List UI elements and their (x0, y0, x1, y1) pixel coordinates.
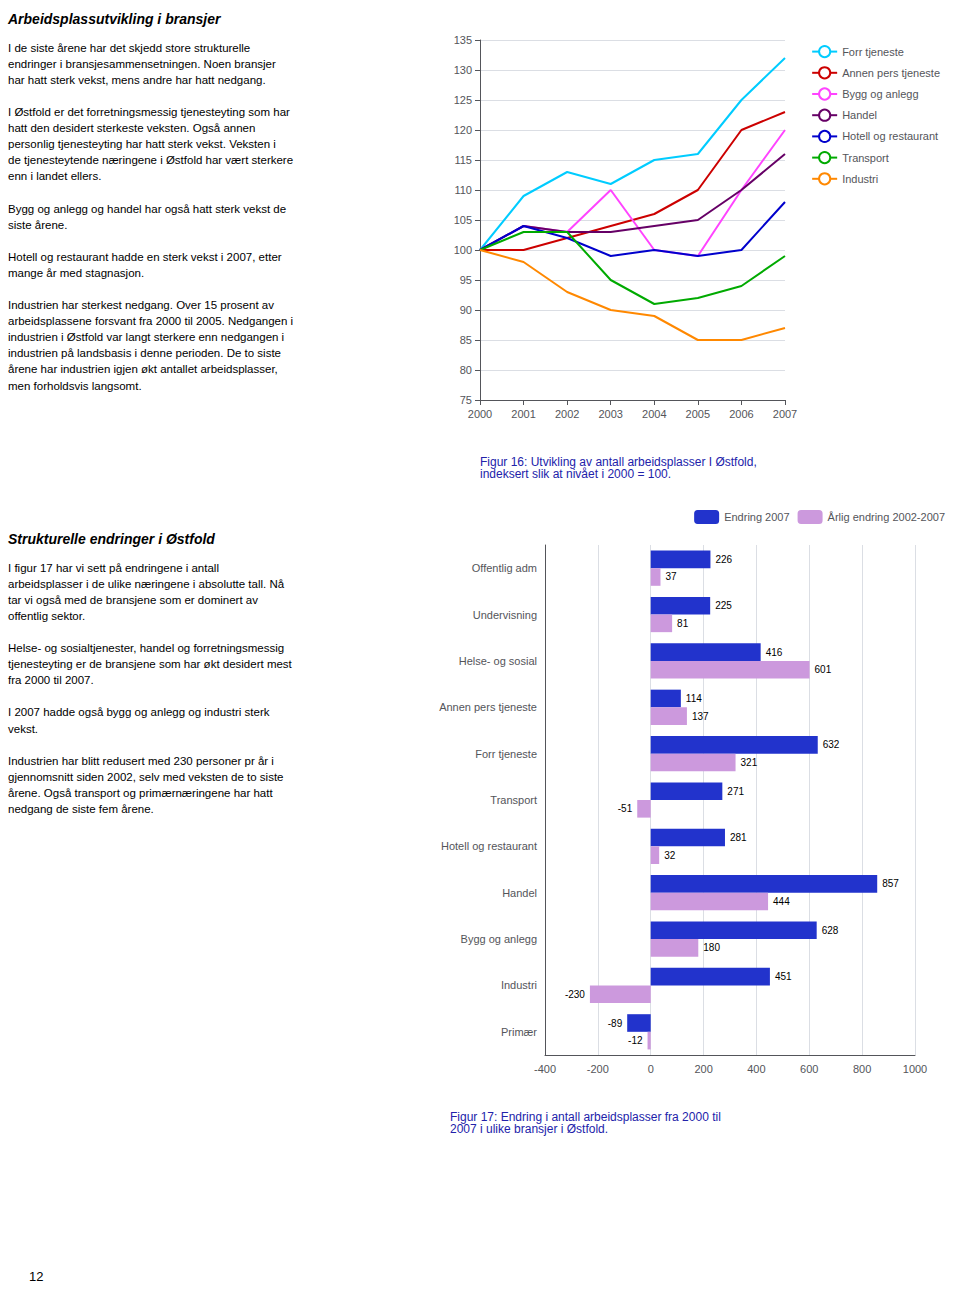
svg-text:-12: -12 (628, 1035, 643, 1046)
svg-text:Undervisning: Undervisning (473, 609, 537, 621)
svg-text:Hotell og restaurant: Hotell og restaurant (441, 840, 537, 852)
svg-text:37: 37 (665, 571, 677, 582)
svg-text:225: 225 (715, 600, 732, 611)
svg-text:Forr tjeneste: Forr tjeneste (842, 46, 904, 58)
svg-text:628: 628 (822, 925, 839, 936)
svg-text:110: 110 (454, 184, 472, 196)
svg-text:200: 200 (694, 1063, 712, 1075)
svg-text:Transport: Transport (490, 794, 537, 806)
svg-text:130: 130 (454, 64, 472, 76)
svg-text:-89: -89 (608, 1018, 623, 1029)
svg-text:95: 95 (460, 274, 472, 286)
svg-text:180: 180 (703, 942, 720, 953)
svg-text:601: 601 (815, 664, 832, 675)
html-text:I figur 17 har vi sett på endr: I figur 17 har vi sett på endringene i a… (8, 561, 292, 815)
svg-text:800: 800 (853, 1063, 871, 1075)
svg-text:321: 321 (741, 757, 758, 768)
svg-text:80: 80 (460, 364, 472, 376)
svg-text:75: 75 (460, 394, 472, 406)
html-text:I de siste årene har det skjed: I de siste årene har det skjedd store st… (8, 41, 294, 392)
svg-text:-200: -200 (587, 1063, 609, 1075)
svg-text:416: 416 (766, 647, 783, 658)
svg-text:Årlig endring 2002-2007: Årlig endring 2002-2007 (828, 511, 945, 523)
svg-text:2005: 2005 (686, 408, 710, 420)
svg-text:Endring 2007: Endring 2007 (724, 511, 789, 523)
svg-text:Forr tjeneste: Forr tjeneste (475, 748, 537, 760)
svg-text:-51: -51 (618, 803, 633, 814)
svg-text:Helse- og sosial: Helse- og sosial (459, 655, 537, 667)
svg-text:Bygg og anlegg: Bygg og anlegg (842, 88, 918, 100)
svg-text:Handel: Handel (502, 887, 537, 899)
svg-text:105: 105 (454, 214, 472, 226)
svg-text:Hotell og restaurant: Hotell og restaurant (842, 130, 938, 142)
svg-text:Industri: Industri (501, 979, 537, 991)
svg-text:Figur 17: Endring i antall arb: Figur 17: Endring i antall arbeidsplasse… (450, 1110, 721, 1124)
svg-text:100: 100 (454, 244, 472, 256)
svg-text:Primær: Primær (501, 1026, 537, 1038)
svg-text:Handel: Handel (842, 109, 877, 121)
svg-text:135: 135 (454, 34, 472, 46)
svg-text:2002: 2002 (555, 408, 579, 420)
svg-text:2007 i ulike bransjer i Østfol: 2007 i ulike bransjer i Østfold. (450, 1122, 608, 1136)
svg-text:Annen pers tjeneste: Annen pers tjeneste (842, 67, 940, 79)
svg-text:2001: 2001 (511, 408, 535, 420)
svg-text:137: 137 (692, 711, 709, 722)
svg-text:857: 857 (882, 878, 899, 889)
svg-text:114: 114 (686, 693, 702, 704)
svg-text:600: 600 (800, 1063, 818, 1075)
svg-text:Industri: Industri (842, 173, 878, 185)
svg-text:2000: 2000 (468, 408, 492, 420)
svg-text:Figur 16: Utvikling av antall: Figur 16: Utvikling av antall arbeidspla… (480, 455, 757, 469)
svg-text:451: 451 (775, 971, 792, 982)
svg-text:271: 271 (727, 786, 744, 797)
svg-text:Offentlig adm: Offentlig adm (472, 562, 537, 574)
svg-text:632: 632 (823, 739, 840, 750)
svg-text:0: 0 (648, 1063, 654, 1075)
svg-text:85: 85 (460, 334, 472, 346)
svg-text:-230: -230 (565, 989, 585, 1000)
svg-text:Transport: Transport (842, 152, 889, 164)
svg-text:2003: 2003 (598, 408, 622, 420)
svg-text:81: 81 (677, 618, 689, 629)
svg-text:32: 32 (664, 850, 676, 861)
svg-text:120: 120 (454, 124, 472, 136)
svg-text:90: 90 (460, 304, 472, 316)
svg-text:400: 400 (747, 1063, 765, 1075)
svg-text:2007: 2007 (773, 408, 797, 420)
svg-text:125: 125 (454, 94, 472, 106)
svg-text:2006: 2006 (729, 408, 753, 420)
svg-text:226: 226 (715, 554, 732, 565)
svg-text:1000: 1000 (903, 1063, 927, 1075)
svg-text:115: 115 (454, 154, 472, 166)
html-text:12: 12 (29, 1269, 44, 1284)
html-text:Strukturelle endringer i Østfo: Strukturelle endringer i Østfold (8, 531, 215, 547)
svg-text:2004: 2004 (642, 408, 666, 420)
svg-text:281: 281 (730, 832, 747, 843)
svg-text:444: 444 (773, 896, 790, 907)
svg-text:-400: -400 (534, 1063, 556, 1075)
html-text:Arbeidsplassutvikling i bransj: Arbeidsplassutvikling i bransjer (8, 11, 221, 27)
svg-text:Annen pers tjeneste: Annen pers tjeneste (439, 701, 537, 713)
svg-text:indeksert slik at nivået i 200: indeksert slik at nivået i 2000 = 100. (480, 467, 671, 481)
svg-text:Bygg og anlegg: Bygg og anlegg (461, 933, 537, 945)
